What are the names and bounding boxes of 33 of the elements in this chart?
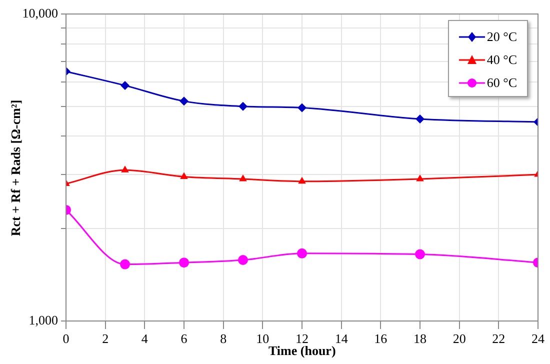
x-tick-label: 14 <box>334 331 348 346</box>
x-tick-label: 22 <box>492 331 506 346</box>
x-tick-label: 4 <box>141 331 148 346</box>
point <box>297 248 307 258</box>
y-tick-label: 10,000 <box>22 5 58 20</box>
point <box>416 114 424 124</box>
x-tick-label: 10 <box>256 331 270 346</box>
point <box>298 176 306 184</box>
legend-label: 20 °C <box>486 28 517 44</box>
legend-label: 60 °C <box>486 74 517 90</box>
x-tick-label: 18 <box>414 331 426 346</box>
point <box>415 249 425 260</box>
x-tick-label: 20 <box>452 331 466 346</box>
y-axis-title: Rct + Rf + Rads [Ω-cm²] <box>8 99 24 236</box>
point <box>180 96 188 106</box>
legend-label: 40 °C <box>486 52 517 68</box>
y-tick-label: 1,000 <box>28 312 58 328</box>
point <box>238 255 248 266</box>
x-tick-label: 6 <box>180 331 188 346</box>
point <box>120 259 130 270</box>
x-tick-label: 16 <box>374 331 388 346</box>
point <box>238 102 248 111</box>
x-tick-label: 0 <box>62 331 70 346</box>
point <box>298 103 306 112</box>
x-tick-label: 24 <box>532 331 545 346</box>
point <box>120 80 130 90</box>
point <box>239 174 247 182</box>
point <box>416 174 424 182</box>
x-tick-label: 2 <box>102 331 109 346</box>
point <box>179 258 189 268</box>
x-tick-label: 8 <box>220 331 227 346</box>
point <box>121 166 129 172</box>
point <box>180 172 188 180</box>
